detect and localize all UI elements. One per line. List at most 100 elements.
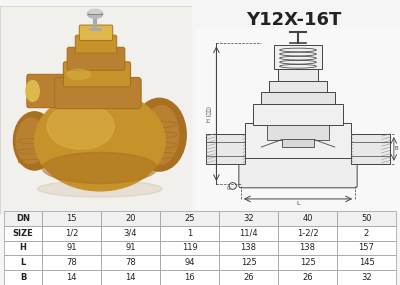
- Text: 11/4: 11/4: [239, 229, 258, 238]
- Text: 14: 14: [66, 273, 77, 282]
- Bar: [278, 69, 318, 82]
- Text: 119: 119: [182, 243, 197, 253]
- Bar: [267, 125, 328, 140]
- Bar: [42, 241, 101, 255]
- Text: 26: 26: [243, 273, 254, 282]
- FancyBboxPatch shape: [67, 47, 125, 70]
- FancyBboxPatch shape: [63, 62, 130, 87]
- Bar: [101, 226, 160, 241]
- Text: 1: 1: [187, 229, 192, 238]
- Bar: [160, 241, 219, 255]
- Text: 145: 145: [359, 258, 374, 267]
- Bar: [4, 255, 42, 270]
- Bar: [42, 226, 101, 241]
- Bar: [337, 226, 396, 241]
- Text: 78: 78: [125, 258, 136, 267]
- Ellipse shape: [132, 98, 186, 171]
- Bar: [219, 270, 278, 285]
- Text: 125: 125: [241, 258, 256, 267]
- Text: 138: 138: [300, 243, 316, 253]
- Text: 91: 91: [66, 243, 77, 253]
- Text: H (参考): H (参考): [207, 106, 212, 122]
- Ellipse shape: [89, 9, 101, 15]
- Bar: [245, 123, 351, 158]
- Text: 20: 20: [125, 214, 136, 223]
- Bar: [219, 241, 278, 255]
- Bar: [337, 270, 396, 285]
- Bar: [160, 226, 219, 241]
- Text: L: L: [20, 258, 26, 267]
- Bar: [101, 270, 160, 285]
- FancyBboxPatch shape: [55, 78, 141, 109]
- FancyBboxPatch shape: [79, 25, 113, 40]
- Bar: [160, 270, 219, 285]
- Bar: [253, 103, 343, 125]
- Bar: [206, 134, 245, 164]
- Text: L: L: [296, 201, 300, 206]
- Text: 16: 16: [184, 273, 195, 282]
- Text: 25: 25: [184, 214, 195, 223]
- Text: B: B: [20, 273, 26, 282]
- Text: 157: 157: [358, 243, 374, 253]
- Ellipse shape: [26, 81, 39, 101]
- Bar: [4, 226, 42, 241]
- Bar: [4, 270, 42, 285]
- Text: 32: 32: [243, 214, 254, 223]
- Ellipse shape: [34, 91, 165, 191]
- Text: 3/4: 3/4: [124, 229, 137, 238]
- Text: 26: 26: [302, 273, 313, 282]
- Text: B: B: [395, 146, 398, 151]
- Text: SIZE: SIZE: [13, 229, 33, 238]
- Bar: [337, 255, 396, 270]
- Bar: [278, 226, 337, 241]
- Bar: [160, 255, 219, 270]
- Bar: [261, 92, 335, 104]
- Bar: [278, 241, 337, 255]
- Text: Y12X-16T: Y12X-16T: [246, 11, 342, 29]
- Bar: [219, 226, 278, 241]
- Text: 91: 91: [125, 243, 136, 253]
- Text: 32: 32: [361, 273, 372, 282]
- Bar: [101, 255, 160, 270]
- Ellipse shape: [87, 10, 103, 18]
- Text: 78: 78: [66, 258, 77, 267]
- Text: 94: 94: [184, 258, 195, 267]
- Ellipse shape: [14, 112, 56, 170]
- Ellipse shape: [38, 180, 162, 197]
- Text: 14: 14: [125, 273, 136, 282]
- Bar: [42, 255, 101, 270]
- Bar: [4, 211, 42, 226]
- Ellipse shape: [67, 69, 90, 80]
- FancyBboxPatch shape: [239, 155, 357, 188]
- Text: H: H: [20, 243, 26, 253]
- Bar: [4, 241, 42, 255]
- Text: 1-2/2: 1-2/2: [297, 229, 318, 238]
- Text: DN: DN: [16, 214, 30, 223]
- Ellipse shape: [16, 118, 45, 164]
- Text: 50: 50: [361, 214, 372, 223]
- Ellipse shape: [47, 103, 114, 149]
- Bar: [42, 270, 101, 285]
- Bar: [278, 211, 337, 226]
- Bar: [282, 139, 314, 147]
- Bar: [219, 255, 278, 270]
- Bar: [219, 211, 278, 226]
- Bar: [278, 255, 337, 270]
- Bar: [101, 211, 160, 226]
- Bar: [101, 241, 160, 255]
- Text: 1/2: 1/2: [65, 229, 78, 238]
- Bar: [160, 211, 219, 226]
- Bar: [270, 81, 326, 93]
- Text: 125: 125: [300, 258, 315, 267]
- Ellipse shape: [144, 105, 178, 164]
- Bar: [337, 241, 396, 255]
- Bar: [274, 45, 322, 69]
- Text: 40: 40: [302, 214, 313, 223]
- Text: 2: 2: [364, 229, 369, 238]
- Bar: [42, 211, 101, 226]
- Bar: [351, 134, 390, 164]
- Ellipse shape: [42, 152, 158, 184]
- Text: 15: 15: [66, 214, 77, 223]
- FancyBboxPatch shape: [75, 35, 117, 53]
- Bar: [278, 270, 337, 285]
